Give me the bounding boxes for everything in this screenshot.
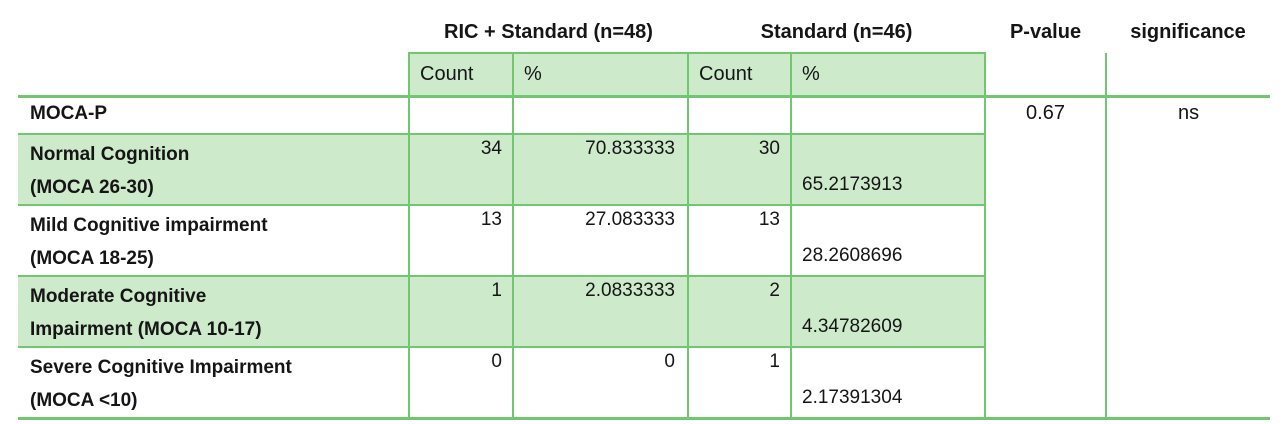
row-label-mild-impairment: Mild Cognitive impairment (MOCA 18-25) [18, 205, 409, 277]
mild-count1: 13 [408, 205, 514, 277]
results-table-container: RIC + Standard (n=48) Standard (n=46) P-… [18, 12, 1271, 420]
group-header-ric-standard: RIC + Standard (n=48) [444, 20, 653, 43]
table-row-moca-p: MOCA-P 0.67 ns [18, 96, 1271, 420]
mild-count2: 13 [687, 205, 792, 277]
row-label-moderate-impairment: Moderate Cognitive Impairment (MOCA 10-1… [18, 276, 409, 348]
moca-p-pct2 [789, 96, 987, 135]
group-header-row: RIC + Standard (n=48) Standard (n=46) P-… [18, 12, 1270, 53]
normal-pct2: 65.2173913 [789, 134, 987, 206]
moca-p-pct1 [512, 96, 689, 135]
normal-count2: 30 [687, 134, 792, 206]
corner-blank-cell [18, 12, 409, 53]
moderate-count2: 2 [687, 276, 792, 348]
label-line2: (MOCA 26-30) [30, 177, 154, 198]
moca-p-count1 [408, 96, 514, 135]
normal-pct1: 70.833333 [512, 134, 689, 206]
label-line1: Normal Cognition [30, 144, 190, 165]
table-row-severe-impairment: Severe Cognitive Impairment (MOCA <10) 0… [18, 347, 1270, 420]
group-header-standard: Standard (n=46) [760, 20, 913, 43]
table-row-normal-cognition: Normal Cognition (MOCA 26-30) 34 70.8333… [18, 134, 1270, 206]
group-header-p-value: P-value [1009, 21, 1082, 43]
mild-pct2: 28.2608696 [789, 205, 987, 277]
mild-pct1: 27.083333 [512, 205, 689, 277]
label-line2: Impairment (MOCA 10-17) [30, 319, 262, 340]
moca-p-count2 [687, 96, 792, 135]
sub-header-count1: Count [408, 52, 514, 98]
severe-pct1: 0 [512, 347, 689, 420]
moderate-pct1: 2.0833333 [512, 276, 689, 348]
group-header-significance: significance [1130, 21, 1246, 43]
row-label-moca-p: MOCA-P [18, 96, 409, 135]
severe-count1: 0 [408, 347, 514, 420]
label-line1: Severe Cognitive Impairment [30, 357, 292, 378]
sub-header-blank [18, 53, 409, 98]
sub-header-pct2: % [789, 52, 987, 98]
label-line1: Mild Cognitive impairment [30, 215, 268, 236]
row-label-normal-cognition: Normal Cognition (MOCA 26-30) [18, 134, 409, 206]
table-row-mild-impairment: Mild Cognitive impairment (MOCA 18-25) 1… [18, 205, 1270, 277]
label-line1: Moderate Cognitive [30, 286, 207, 307]
significance-cell: ns [1106, 96, 1271, 420]
table-row-moderate-impairment: Moderate Cognitive Impairment (MOCA 10-1… [18, 276, 1270, 348]
sub-header-significance-blank [1106, 53, 1271, 98]
row-label-severe-impairment: Severe Cognitive Impairment (MOCA <10) [18, 347, 409, 420]
moderate-count1: 1 [408, 276, 514, 348]
moca-results-table: RIC + Standard (n=48) Standard (n=46) P-… [18, 12, 1271, 420]
severe-pct2: 2.17391304 [789, 347, 987, 420]
label-line2: (MOCA 18-25) [30, 248, 154, 269]
sub-header-row: Count % Count % [18, 52, 1271, 98]
moderate-pct2: 4.34782609 [789, 276, 987, 348]
sub-header-pct1: % [512, 52, 689, 98]
label-line2: (MOCA <10) [30, 390, 138, 411]
p-value-cell: 0.67 [984, 96, 1108, 420]
sub-header-pvalue-blank [985, 53, 1108, 98]
severe-count2: 1 [687, 347, 792, 420]
sub-header-count2: Count [687, 52, 792, 98]
normal-count1: 34 [408, 134, 514, 206]
